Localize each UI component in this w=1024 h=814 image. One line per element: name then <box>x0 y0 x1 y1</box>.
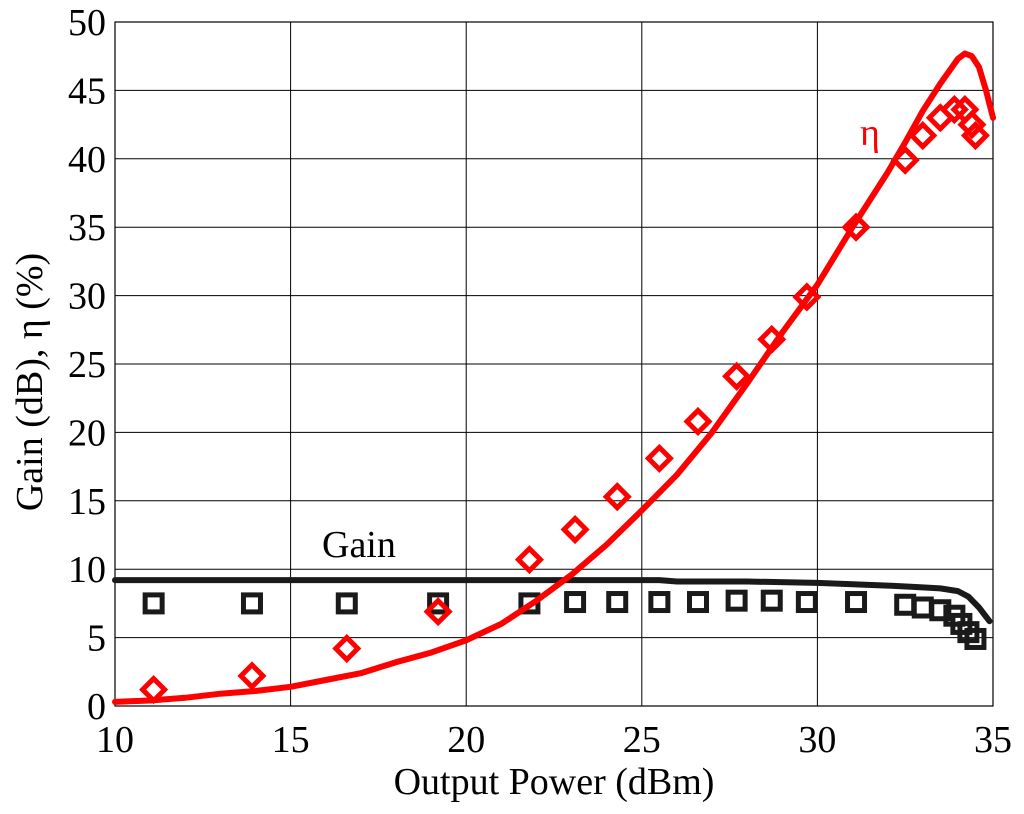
gain-marker <box>240 592 263 615</box>
y-tick-label: 15 <box>68 481 106 523</box>
efficiency-marker <box>722 361 752 391</box>
series-layer <box>112 50 996 705</box>
efficiency-curve <box>112 50 996 705</box>
y-tick-label: 25 <box>68 344 106 386</box>
gain-marker <box>648 591 671 614</box>
efficiency-marker <box>514 545 544 575</box>
gain-marker <box>795 591 818 614</box>
efficiency-marker <box>139 675 169 705</box>
efficiency-marker <box>683 406 713 436</box>
y-tick-label: 45 <box>68 70 106 112</box>
efficiency-measured-series <box>139 95 990 705</box>
x-tick-labels: 10 15 20 25 30 35 <box>96 719 1012 761</box>
efficiency-marker <box>237 661 267 691</box>
efficiency-marker <box>560 514 590 545</box>
x-tick-label: 10 <box>96 719 134 761</box>
gain-simulated-series <box>112 577 993 625</box>
gain-marker <box>845 591 868 614</box>
gain-marker <box>606 591 629 614</box>
gain-marker <box>894 593 917 616</box>
efficiency-simulated-series <box>112 50 996 705</box>
y-tick-label: 20 <box>68 412 106 454</box>
gain-curve <box>112 577 993 625</box>
gain-marker <box>686 591 709 614</box>
x-tick-label: 25 <box>623 719 661 761</box>
x-axis-title: Output Power (dBm) <box>394 761 715 803</box>
gain-marker <box>564 591 587 614</box>
gain-marker <box>518 592 541 615</box>
gain-measured-series <box>142 589 987 650</box>
x-tick-label: 30 <box>798 719 836 761</box>
y-tick-label: 35 <box>68 207 106 249</box>
efficiency-marker <box>332 634 362 664</box>
efficiency-marker <box>757 324 787 354</box>
y-tick-labels: 0 5 10 15 20 25 30 35 40 45 50 <box>68 2 106 728</box>
gain-marker <box>760 589 783 612</box>
efficiency-marker <box>423 597 453 627</box>
gain-marker <box>142 592 165 615</box>
efficiency-marker <box>841 212 871 242</box>
y-tick-label: 0 <box>87 686 106 728</box>
gain-marker <box>929 599 952 622</box>
y-tick-label: 5 <box>87 618 106 660</box>
x-tick-label: 15 <box>272 719 310 761</box>
efficiency-marker <box>602 482 632 512</box>
gain-marker <box>335 592 358 615</box>
x-tick-label: 35 <box>974 719 1012 761</box>
y-tick-label: 30 <box>68 276 106 318</box>
efficiency-marker <box>908 121 938 151</box>
y-tick-label: 10 <box>68 549 106 591</box>
efficiency-marker <box>925 103 955 133</box>
efficiency-marker <box>960 121 990 151</box>
x-tick-label: 20 <box>447 719 485 761</box>
gain-marker <box>911 596 934 619</box>
efficiency-marker <box>644 443 674 473</box>
efficiency-marker <box>890 145 920 175</box>
y-axis-title: Gain (dB), η (%) <box>9 253 51 511</box>
gain-marker <box>725 589 748 612</box>
plot-frame <box>114 21 994 707</box>
gain-marker <box>964 627 987 650</box>
y-tick-label: 50 <box>68 2 106 44</box>
efficiency-marker <box>957 110 987 140</box>
y-tick-label: 40 <box>68 139 106 181</box>
gain-series-label: Gain <box>322 524 396 566</box>
efficiency-marker <box>792 282 822 312</box>
efficiency-series-label: η <box>860 112 880 154</box>
efficiency-marker <box>939 95 969 125</box>
gain-marker <box>427 592 450 615</box>
